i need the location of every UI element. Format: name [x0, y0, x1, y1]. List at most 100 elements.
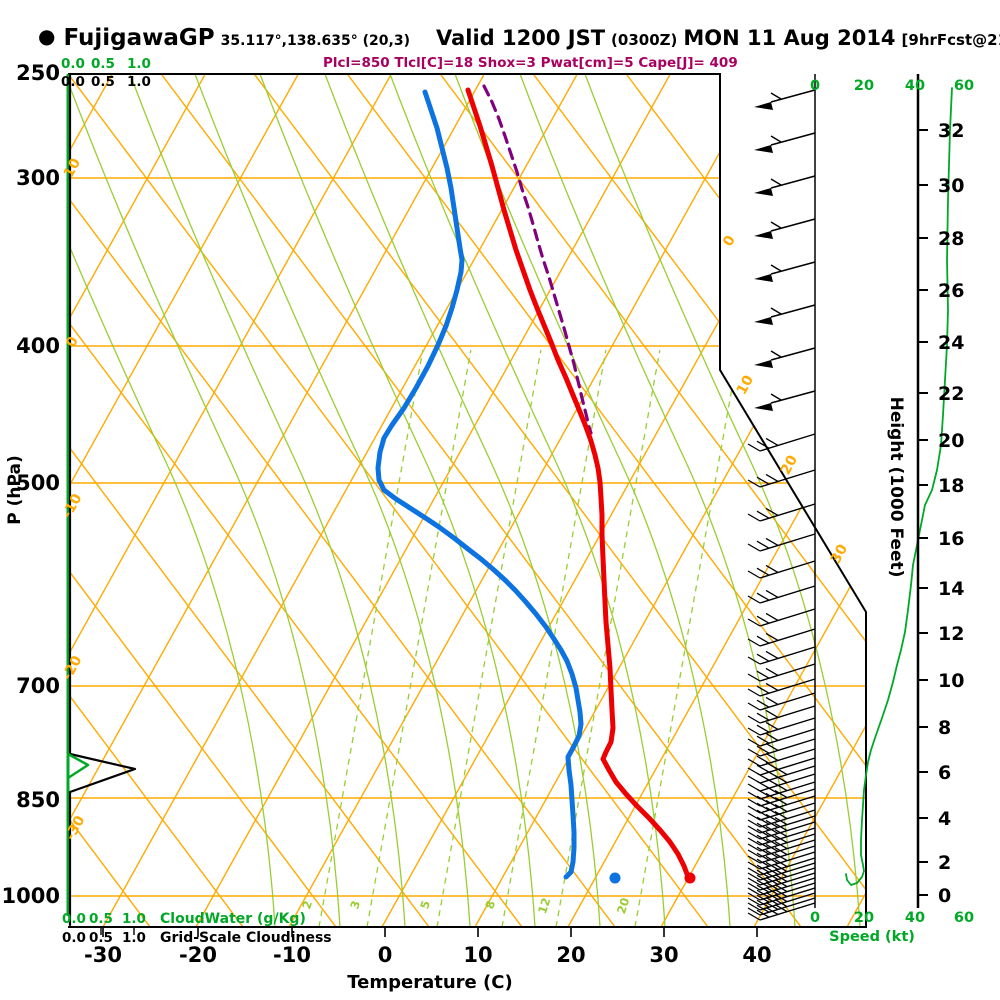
- cloudiness-scale-bottom-label: 1.0: [122, 930, 146, 946]
- height-tick-label: 32: [938, 120, 964, 142]
- wind-barb-staff: [759, 839, 816, 858]
- dry-adiabat-line: [68, 74, 337, 927]
- wind-barb-tick: [765, 831, 779, 840]
- wind-barb-staff: [759, 628, 816, 647]
- wind-barb-tick: [756, 699, 770, 708]
- wind-barb-tick: [747, 837, 761, 846]
- wind-barb-tick: [774, 853, 788, 862]
- stability-indices-line: Plcl=850 Tlcl[C]=18 Shox=3 Pwat[cm]=5 Ca…: [323, 55, 738, 71]
- wind-barb-staff: [759, 533, 816, 552]
- temperature-tick-label: 0: [378, 943, 393, 967]
- wind-barb-pennant: [754, 102, 773, 110]
- isotherm-edge-label: -20: [59, 653, 85, 683]
- height-tick-label: 6: [938, 762, 951, 784]
- wind-barb-pennant: [754, 360, 773, 368]
- wind-barb-staff: [759, 827, 816, 846]
- speed-scale-bottom-label: 40: [905, 910, 925, 926]
- wind-barb-tick: [747, 897, 761, 906]
- wind-barb-tick: [765, 537, 779, 546]
- dry-adiabat-line: [68, 74, 244, 927]
- isotherm-line: [68, 74, 206, 927]
- wind-barb-tick: [747, 638, 761, 647]
- pressure-tick-label: 700: [16, 674, 60, 698]
- wind-barb-tick: [756, 755, 770, 764]
- wind-barb-staff: [759, 872, 816, 891]
- forecast-tag: [9hrFcst@2148z]: [901, 31, 1000, 49]
- wind-barb-tick: [756, 724, 770, 733]
- dry-adiabat-line: [625, 74, 866, 927]
- wind-barb-tick: [770, 350, 782, 358]
- wind-barb-tick: [770, 307, 782, 315]
- wind-barb-staff: [770, 304, 816, 318]
- wind-barb-tick: [756, 788, 770, 797]
- wind-barb-tick: [747, 805, 761, 814]
- wind-barb-staff: [759, 738, 816, 757]
- height-tick-label: 4: [938, 808, 951, 830]
- temperature-tick-label: 20: [556, 943, 585, 967]
- wind-barb-tick: [756, 909, 770, 918]
- cloudiness-scale-bottom-label: 0.5: [89, 930, 113, 946]
- isotherm-edge-label: 10: [61, 156, 84, 181]
- valid-date: MON 11 Aug 2014: [683, 26, 896, 50]
- moist-adiabat-line: [68, 74, 276, 927]
- wind-barb-pennant: [754, 274, 773, 282]
- wind-barb-tick: [756, 852, 770, 861]
- wind-barb-tick: [747, 877, 761, 886]
- dry-adiabat-line: [253, 74, 866, 927]
- mixing-ratio-label: 12: [535, 896, 553, 916]
- mixing-ratio-label: 2: [299, 899, 315, 911]
- isotherm-line: [195, 74, 671, 927]
- wind-barb-staff: [759, 469, 816, 488]
- wind-barb-tick: [756, 874, 770, 883]
- height-tick-label: 16: [938, 528, 964, 550]
- mixing-ratio-line: [366, 349, 472, 927]
- wind-barb-tick: [756, 846, 770, 855]
- wind-barb-staff: [759, 857, 816, 876]
- mixing-ratio-line: [634, 349, 740, 927]
- pressure-axis-title: P (hPa): [5, 455, 25, 525]
- wind-barb-staff: [759, 646, 816, 665]
- wind-barb-tick: [765, 507, 779, 516]
- temperature-tick-label: -30: [84, 943, 122, 967]
- dewpoint-curve: [375, 89, 584, 880]
- wind-barb-tick: [774, 823, 788, 832]
- wind-barb-tick: [756, 879, 770, 888]
- wind-barb-tick: [747, 673, 761, 682]
- height-tick-label: 0: [938, 885, 951, 907]
- height-tick-label: 26: [938, 280, 964, 302]
- wind-barb-tick: [756, 840, 770, 849]
- height-tick-label: 18: [938, 475, 964, 497]
- cloudwater-profile: [66, 752, 90, 780]
- parcel-curve: [482, 84, 593, 435]
- wind-barb-tick: [756, 795, 770, 804]
- wind-barb-tick: [765, 871, 779, 880]
- temperature-tick-label: 10: [463, 943, 492, 967]
- wind-barb-staff: [759, 788, 816, 807]
- wind-barb-tick: [747, 882, 761, 891]
- cloudwater-scale-title: CloudWater (g/Kg): [160, 911, 306, 927]
- wind-barb-tick: [747, 791, 761, 800]
- surface-temperature-dot: [684, 872, 696, 884]
- wind-barb-staff: [759, 795, 816, 814]
- wind-barb-tick: [756, 510, 770, 519]
- wind-barb-tick: [774, 835, 788, 844]
- wind-barb-staff: [759, 728, 816, 747]
- moist-adiabat-line: [519, 74, 796, 927]
- wind-barb-column: [747, 74, 816, 921]
- wind-barb-tick: [765, 886, 779, 895]
- wind-barb-tick: [747, 892, 761, 901]
- wind-barb-tick: [756, 712, 770, 721]
- wind-barb-tick: [747, 479, 761, 488]
- wind-barb-tick: [756, 864, 770, 873]
- pressure-tick-label: 500: [16, 471, 60, 495]
- wind-barb-staff: [759, 608, 816, 627]
- isotherm-line: [940, 74, 1000, 927]
- dry-adiabat-line: [68, 74, 709, 927]
- wind-barb-tick: [765, 849, 779, 858]
- cloudiness-scale-top-label: 1.0: [127, 74, 151, 90]
- wind-barb-tick: [765, 667, 779, 676]
- wind-barb-tick: [765, 721, 779, 730]
- wind-barb-staff: [759, 845, 816, 864]
- cloudiness-scale-title: Grid-Scale Cloudiness: [160, 930, 332, 946]
